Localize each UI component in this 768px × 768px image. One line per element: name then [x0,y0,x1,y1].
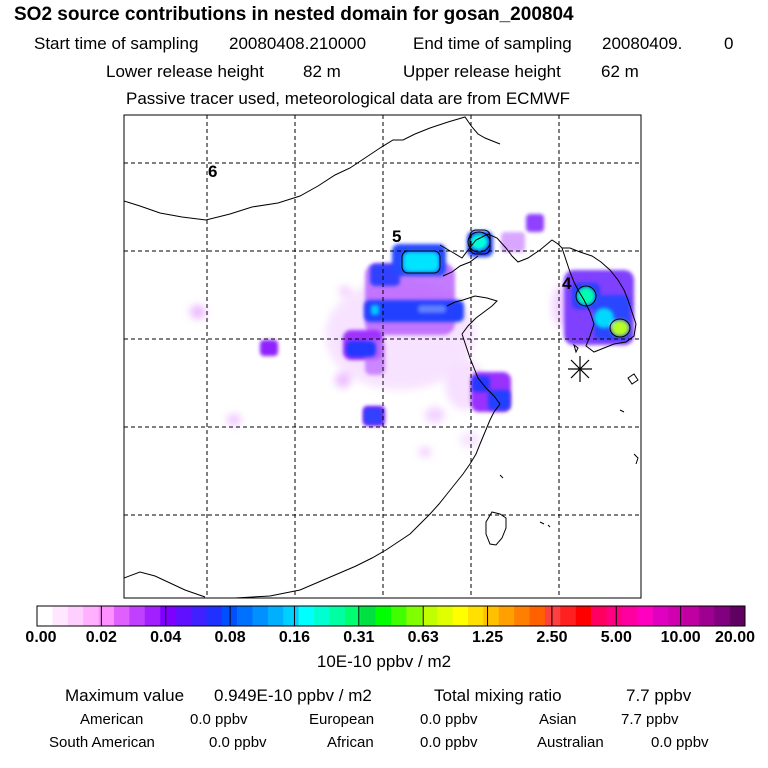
region-value: 7.7 ppbv [621,711,679,728]
max-value: 0.949E-10 ppbv / m2 [214,686,372,705]
grid-label-5: 5 [392,227,401,246]
colorbar-swatch [221,606,238,626]
region-name: American [80,711,144,728]
region-name: European [309,711,375,728]
lat-lon-grid [124,115,641,598]
colorbar-swatch [391,606,407,626]
colorbar-swatch [298,606,315,626]
colorbar-tick-label: 0.04 [150,629,182,646]
colorbar-swatch [375,606,392,626]
colorbar-swatch [698,606,715,626]
colorbar-swatch [575,606,592,626]
map-frame [123,114,642,599]
colorbar-swatch [560,606,576,626]
colorbar-swatch [267,606,284,626]
colorbar-swatch [113,606,130,626]
receptor-marker [568,356,592,382]
colorbar-swatch [329,606,346,626]
colorbar-swatch [175,606,192,626]
region-name: Australian [537,734,604,751]
colorbar-swatch [283,606,299,626]
region-value: 0.0 ppbv [651,734,709,751]
colorbar-swatch [129,606,146,626]
grid-label-6: 6 [208,162,217,181]
start-time-value: 20080408.210000 [229,34,367,53]
colorbar-swatch [344,606,361,626]
end-time-value: 20080409. [602,34,683,53]
colorbar-swatch [544,606,561,626]
colorbar-tick-label: 1.25 [471,629,504,646]
colorbar-swatch [98,606,115,626]
region-value: 0.0 ppbv [420,711,478,728]
colorbar-swatch [206,606,222,626]
colorbar-tick-label: 0.16 [278,629,311,646]
colorbar-tick-label: 0.00 [25,629,57,646]
colorbar-swatch [498,606,515,626]
figure-title: SO2 source contributions in nested domai… [14,4,574,25]
colorbar-tick-label: 0.31 [343,629,375,646]
colorbar-swatch [668,606,684,626]
colorbar-swatch [37,606,53,626]
colorbar-swatch [452,606,469,626]
colorbar-tick-label: 0.08 [214,629,246,646]
colorbar-unit: 10E-10 ppbv / m2 [316,652,452,671]
colorbar-tick-label: 0.63 [407,629,439,646]
colorbar-swatch [252,606,269,626]
colorbar-swatch [714,606,730,626]
colorbar-tick-label: 10.00 [660,629,701,646]
end-time-extra: 0 [724,34,734,53]
colorbar-swatch [637,606,653,626]
region-value: 0.0 ppbv [209,734,267,751]
colorbar-swatch [514,606,530,626]
colorbar-swatch [314,606,330,626]
colorbar-swatch [683,606,700,626]
lower-height-label: Lower release height [106,62,264,81]
colorbar-tick-label: 20.00 [714,629,756,646]
colorbar-swatch [83,606,99,626]
colorbar-swatch [591,606,607,626]
colorbar-swatch [621,606,638,626]
colorbar-swatch [67,606,84,626]
colorbar-swatch [237,606,253,626]
colorbar-swatch [406,606,423,626]
region-value: 0.0 ppbv [420,734,478,751]
region-name: African [327,734,374,751]
max-value-label: Maximum value [65,686,185,705]
colorbar-swatch [606,606,623,626]
info-line: Passive tracer used, meteorological data… [126,89,571,108]
colorbar-swatch [360,606,376,626]
upper-height-value: 62 m [601,62,639,81]
colorbar-tick-label: 5.00 [600,629,632,646]
region-name: South American [49,734,155,751]
colorbar-swatch [144,606,161,626]
colorbar-swatch [467,606,484,626]
colorbar-swatch [729,606,746,626]
colorbar [36,605,746,627]
lower-height-value: 82 m [303,62,341,81]
plume-field [190,214,634,457]
colorbar-tick-label: 0.02 [85,629,117,646]
colorbar-swatch [483,606,500,626]
colorbar-swatch [529,606,546,626]
colorbar-swatch [437,606,453,626]
colorbar-swatch [421,606,438,626]
colorbar-tick-label: 2.50 [536,629,568,646]
colorbar-swatch [52,606,69,626]
start-time-label: Start time of sampling [34,34,199,53]
total-mixing-label: Total mixing ratio [434,686,562,705]
upper-height-label: Upper release height [403,62,561,81]
colorbar-swatch [652,606,669,626]
total-mixing-value: 7.7 ppbv [626,686,692,705]
end-time-label: End time of sampling [413,34,572,53]
region-value: 0.0 ppbv [190,711,248,728]
colorbar-swatch [190,606,207,626]
colorbar-swatch [160,606,176,626]
region-name: Asian [539,711,577,728]
grid-label-4: 4 [562,274,572,293]
